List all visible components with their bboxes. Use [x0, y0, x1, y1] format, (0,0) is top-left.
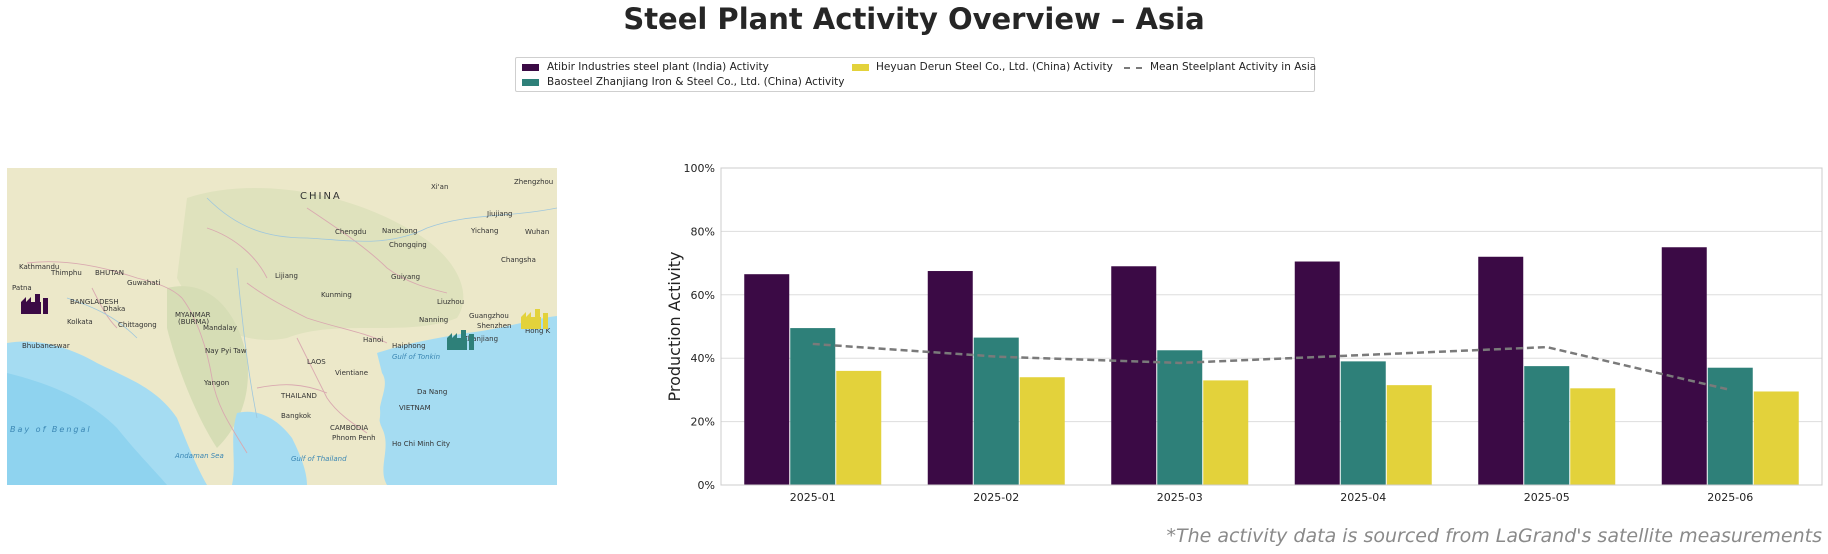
legend-swatch-mean: [1124, 67, 1142, 69]
svg-text:Liuzhou: Liuzhou: [437, 298, 464, 306]
svg-text:CHINA: CHINA: [300, 191, 342, 202]
svg-text:Kunming: Kunming: [321, 291, 352, 299]
y-axis-label: Production Activity: [665, 251, 684, 401]
bar-atibir-2025-02: [927, 271, 973, 485]
bar-heyuan-2025-05: [1570, 388, 1616, 485]
chart-legend: Atibir Industries steel plant (India) Ac…: [515, 57, 1317, 92]
bar-baosteel-2025-06: [1707, 367, 1753, 485]
svg-text:Nanchong: Nanchong: [382, 227, 417, 235]
bar-heyuan-2025-06: [1753, 391, 1799, 485]
svg-text:Andaman Sea: Andaman Sea: [174, 452, 224, 460]
bar-atibir-2025-05: [1478, 256, 1524, 485]
svg-text:Hong K: Hong K: [525, 327, 551, 335]
svg-text:Xi'an: Xi'an: [431, 183, 448, 191]
svg-text:CAMBODIA: CAMBODIA: [330, 424, 368, 432]
legend-label-mean: Mean Steelplant Activity in Asia: [1150, 61, 1317, 73]
chart-title: Steel Plant Activity Overview – Asia: [623, 2, 1205, 36]
factory-icon-baosteel: [447, 330, 474, 350]
svg-text:Phnom Penh: Phnom Penh: [332, 434, 376, 442]
svg-text:Guwahati: Guwahati: [127, 279, 160, 287]
bar-atibir-2025-03: [1111, 266, 1157, 485]
y-tick-label: 100%: [684, 162, 715, 175]
svg-text:Bangkok: Bangkok: [281, 412, 312, 420]
svg-text:Haiphong: Haiphong: [392, 342, 426, 350]
svg-text:Bhubaneswar: Bhubaneswar: [22, 342, 70, 350]
svg-text:Dhaka: Dhaka: [103, 305, 125, 313]
legend-label-atibir: Atibir Industries steel plant (India) Ac…: [547, 61, 769, 73]
svg-text:Wuhan: Wuhan: [525, 228, 549, 236]
svg-text:Nay Pyi Taw: Nay Pyi Taw: [205, 347, 247, 355]
x-tick-label: 2025-02: [973, 491, 1019, 504]
bar-heyuan-2025-01: [836, 370, 882, 485]
y-tick-label: 0%: [698, 479, 715, 492]
source-footnote: *The activity data is sourced from LaGra…: [1166, 525, 1822, 547]
x-tick-label: 2025-01: [790, 491, 836, 504]
x-tick-label: 2025-05: [1524, 491, 1570, 504]
asia-map: CHINA Xi'an Zhengzhou Chengdu Nanchong Y…: [7, 168, 557, 485]
bar-atibir-2025-06: [1661, 247, 1707, 485]
bar-baosteel-2025-04: [1340, 361, 1386, 485]
svg-text:Lijiang: Lijiang: [275, 272, 298, 280]
svg-text:Zhengzhou: Zhengzhou: [514, 178, 553, 186]
y-tick-label: 40%: [691, 352, 715, 365]
bar-baosteel-2025-03: [1157, 350, 1203, 485]
y-tick-label: 60%: [691, 289, 715, 302]
bar-heyuan-2025-04: [1386, 385, 1432, 485]
mean-activity-line: [812, 342, 1731, 392]
legend-label-heyuan: Heyuan Derun Steel Co., Ltd. (China) Act…: [876, 61, 1113, 73]
x-tick-label: 2025-06: [1707, 491, 1753, 504]
legend-swatch-atibir: [522, 64, 539, 71]
legend-label-baosteel: Baosteel Zhanjiang Iron & Steel Co., Ltd…: [547, 76, 845, 88]
svg-text:Mandalay: Mandalay: [203, 324, 237, 332]
svg-text:Kolkata: Kolkata: [67, 318, 93, 326]
svg-text:THAILAND: THAILAND: [280, 392, 317, 400]
svg-text:Hanoi: Hanoi: [363, 336, 383, 344]
y-tick-label: 20%: [691, 416, 715, 429]
legend-swatch-heyuan: [852, 64, 869, 71]
bar-atibir-2025-01: [744, 274, 790, 485]
x-tick-label: 2025-03: [1157, 491, 1203, 504]
svg-text:Chittagong: Chittagong: [118, 321, 157, 329]
svg-text:Zhanjiang: Zhanjiang: [463, 335, 498, 343]
bar-atibir-2025-04: [1294, 261, 1340, 485]
svg-text:LAOS: LAOS: [307, 358, 326, 366]
factory-icon-heyuan: [521, 309, 548, 329]
factory-icon-atibir: [21, 294, 48, 314]
svg-text:Chengdu: Chengdu: [335, 228, 366, 236]
svg-text:MYANMAR: MYANMAR: [175, 311, 211, 319]
svg-text:(BURMA): (BURMA): [178, 318, 209, 326]
svg-text:Bay of Bengal: Bay of Bengal: [10, 425, 92, 434]
legend-swatch-baosteel: [522, 79, 539, 86]
svg-text:Yichang: Yichang: [470, 227, 498, 235]
bar-baosteel-2025-02: [973, 337, 1019, 485]
svg-text:Vientiane: Vientiane: [335, 369, 368, 377]
svg-text:Yangon: Yangon: [203, 379, 229, 387]
svg-text:Thimphu: Thimphu: [50, 269, 82, 277]
y-tick-label: 80%: [691, 225, 715, 238]
bar-heyuan-2025-03: [1203, 380, 1249, 485]
svg-text:Da Nang: Da Nang: [417, 388, 447, 396]
svg-text:Gulf of Thailand: Gulf of Thailand: [291, 455, 347, 463]
svg-text:BANGLADESH: BANGLADESH: [70, 298, 119, 306]
bar-baosteel-2025-01: [790, 328, 836, 485]
plot-frame: [720, 167, 1823, 486]
svg-text:Patna: Patna: [12, 284, 32, 292]
svg-text:Jiujiang: Jiujiang: [486, 210, 513, 218]
svg-text:VIETNAM: VIETNAM: [399, 404, 431, 412]
svg-text:Guangzhou: Guangzhou: [469, 312, 509, 320]
bar-baosteel-2025-05: [1524, 366, 1570, 485]
svg-text:Nanning: Nanning: [419, 316, 448, 324]
svg-text:Changsha: Changsha: [501, 256, 536, 264]
bar-heyuan-2025-02: [1019, 377, 1065, 485]
svg-text:Gulf of Tonkin: Gulf of Tonkin: [392, 353, 440, 361]
svg-text:Guiyang: Guiyang: [391, 273, 420, 281]
svg-text:Chongqing: Chongqing: [389, 241, 427, 249]
svg-text:Shenzhen: Shenzhen: [477, 322, 511, 330]
svg-text:Kathmandu: Kathmandu: [19, 263, 59, 271]
x-tick-label: 2025-04: [1340, 491, 1386, 504]
svg-text:Ho Chi Minh City: Ho Chi Minh City: [392, 440, 450, 448]
svg-text:BHUTAN: BHUTAN: [95, 269, 124, 277]
